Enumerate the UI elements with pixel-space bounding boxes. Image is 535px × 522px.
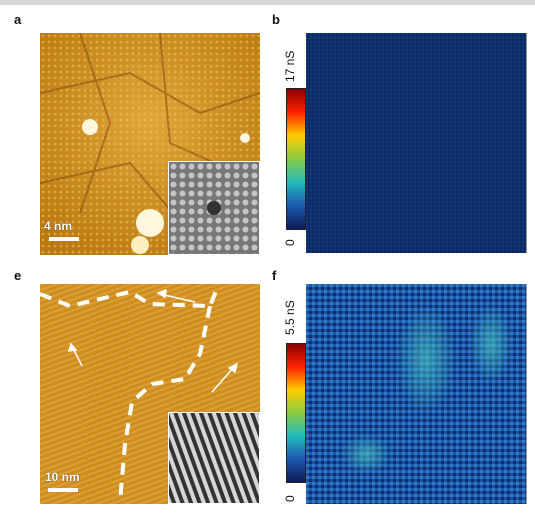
- top-rule: [0, 0, 535, 5]
- panel-f-edge: [526, 284, 527, 504]
- panel-f-colorbar: [286, 343, 306, 483]
- panel-f-conductance-map: [306, 284, 526, 504]
- panel-b-map-texture: [306, 33, 526, 253]
- panel-f-label: f: [272, 268, 277, 283]
- panel-b-edge: [526, 33, 527, 253]
- panel-e-texture: [40, 284, 260, 504]
- panel-a-scale-bar: [49, 237, 79, 241]
- panel-e-inset-texture: [169, 413, 259, 503]
- panel-e-scale-label: 10 nm: [45, 470, 80, 484]
- panel-e-scale-bar: [48, 488, 78, 492]
- panel-a-label: a: [14, 12, 22, 27]
- panel-b-label: b: [272, 12, 280, 27]
- panel-f-colorbar-min: 0: [283, 495, 297, 502]
- panel-f-colorbar-max: 5.5 nS: [283, 300, 297, 335]
- panel-a-scale-label: 4 nm: [44, 219, 73, 233]
- panel-b-conductance-map: [306, 33, 526, 253]
- panel-f-map-texture: [306, 284, 526, 504]
- panel-b-colorbar: [286, 88, 306, 230]
- panel-e-arrows: [67, 288, 239, 393]
- panel-a-texture: [40, 33, 260, 255]
- panel-b-colorbar-min: 0: [283, 239, 297, 246]
- panel-e-domain-boundaries: [40, 285, 220, 503]
- panel-a-inset-image: [168, 161, 260, 255]
- panel-a-topography-image: 4 nm: [40, 33, 260, 255]
- panel-b-colorbar-max: 17 nS: [283, 50, 297, 82]
- panel-e-topography-image: 10 nm: [40, 284, 260, 504]
- panel-e-inset-image: [168, 412, 260, 504]
- panel-e-label: e: [14, 268, 22, 283]
- panel-a-inset-texture: [169, 162, 259, 254]
